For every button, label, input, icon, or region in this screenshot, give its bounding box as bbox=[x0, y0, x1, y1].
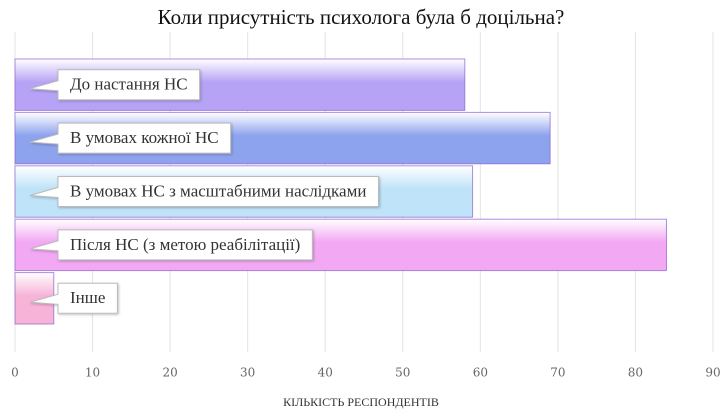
x-axis-label: КІЛЬКІСТЬ РЕСПОНДЕНТІВ bbox=[283, 395, 439, 409]
chart-title: Коли присутність психолога була б доціль… bbox=[158, 5, 565, 29]
bar-label: Після НС (з метою реабілітації) bbox=[70, 235, 300, 254]
x-tick-label: 0 bbox=[11, 366, 19, 380]
bar-label: До настання НС bbox=[70, 75, 188, 94]
bar bbox=[14, 272, 55, 325]
x-tick-label: 90 bbox=[705, 366, 720, 380]
x-tick-label: 80 bbox=[628, 366, 643, 380]
bar-label: В умовах кожної НС bbox=[70, 128, 219, 147]
label-callout bbox=[29, 176, 379, 207]
x-tick-label: 70 bbox=[550, 366, 565, 380]
x-tick-label: 10 bbox=[85, 366, 100, 380]
bar-label: Інше bbox=[70, 288, 105, 307]
x-tick-label: 40 bbox=[318, 366, 333, 380]
x-tick-label: 60 bbox=[473, 366, 488, 380]
bar bbox=[14, 58, 466, 111]
x-tick-label: 30 bbox=[240, 366, 255, 380]
x-tick-label: 20 bbox=[162, 366, 177, 380]
label-callout bbox=[29, 122, 232, 154]
bar-label: В умовах НС з масштабними наслідками bbox=[70, 181, 366, 200]
label-callout bbox=[29, 229, 313, 261]
label-callout bbox=[29, 69, 201, 101]
label-callout bbox=[29, 282, 118, 314]
x-tick-label: 50 bbox=[395, 366, 410, 380]
